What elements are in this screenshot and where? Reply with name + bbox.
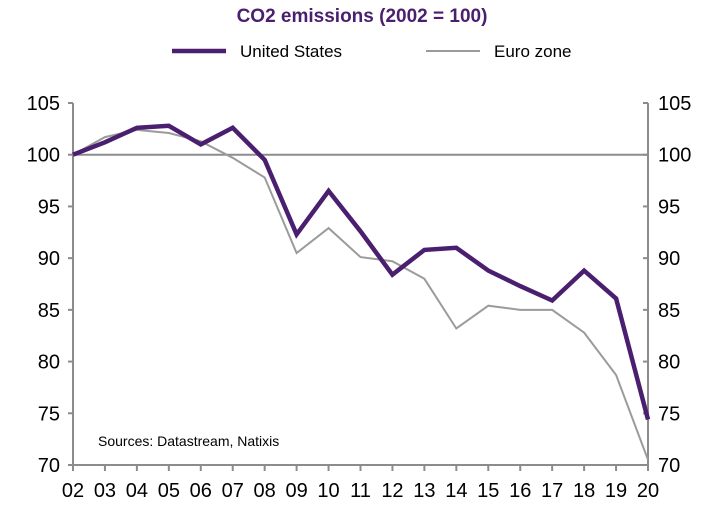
x-tick-label: 09 [285,480,307,502]
y-tick-label-left: 105 [27,93,60,115]
x-tick-label: 15 [477,480,499,502]
y-tick-label-left: 80 [38,352,60,374]
y-tick-label-left: 85 [38,300,60,322]
y-tick-label-right: 80 [658,352,680,374]
x-tick-label: 02 [62,480,84,502]
x-tick-label: 16 [509,480,531,502]
x-tick-label: 14 [445,480,467,502]
y-tick-label-left: 100 [27,145,60,167]
x-tick-label: 19 [605,480,627,502]
y-tick-label-left: 75 [38,403,60,425]
x-tick-label: 07 [222,480,244,502]
x-tick-label: 13 [413,480,435,502]
y-tick-label-right: 100 [658,145,691,167]
chart-title: CO2 emissions (2002 = 100) [237,6,488,27]
y-tick-label-right: 90 [658,248,680,270]
y-tick-label-left: 95 [38,196,60,218]
y-tick-label-left: 70 [38,455,60,477]
y-tick-label-right: 105 [658,93,691,115]
y-tick-label-right: 70 [658,455,680,477]
sources-annotation: Sources: Datastream, Natixis [98,433,279,449]
x-tick-label: 08 [254,480,276,502]
x-tick-label: 20 [637,480,659,502]
y-tick-label-right: 85 [658,300,680,322]
x-tick-label: 17 [541,480,563,502]
y-tick-label-right: 95 [658,196,680,218]
y-tick-label-left: 90 [38,248,60,270]
x-tick-label: 05 [158,480,180,502]
x-tick-label: 03 [94,480,116,502]
x-tick-label: 18 [573,480,595,502]
legend-label-united-states: United States [240,42,342,61]
series-line-united-states [72,123,651,421]
x-tick-label: 06 [190,480,212,502]
x-tick-label: 10 [317,480,339,502]
y-tick-label-right: 75 [658,403,680,425]
legend: United States Euro zone [172,42,572,61]
x-tick-label: 12 [381,480,403,502]
axes: 70 70 75 75 80 80 85 85 90 90 95 95 100 100 105 105 02 03… [27,93,692,502]
x-tick-label: 11 [350,480,371,502]
x-tick-label: 04 [126,480,148,502]
legend-label-euro-zone: Euro zone [494,42,572,61]
series-line-euro-zone [72,128,649,461]
series-lines [72,123,651,461]
